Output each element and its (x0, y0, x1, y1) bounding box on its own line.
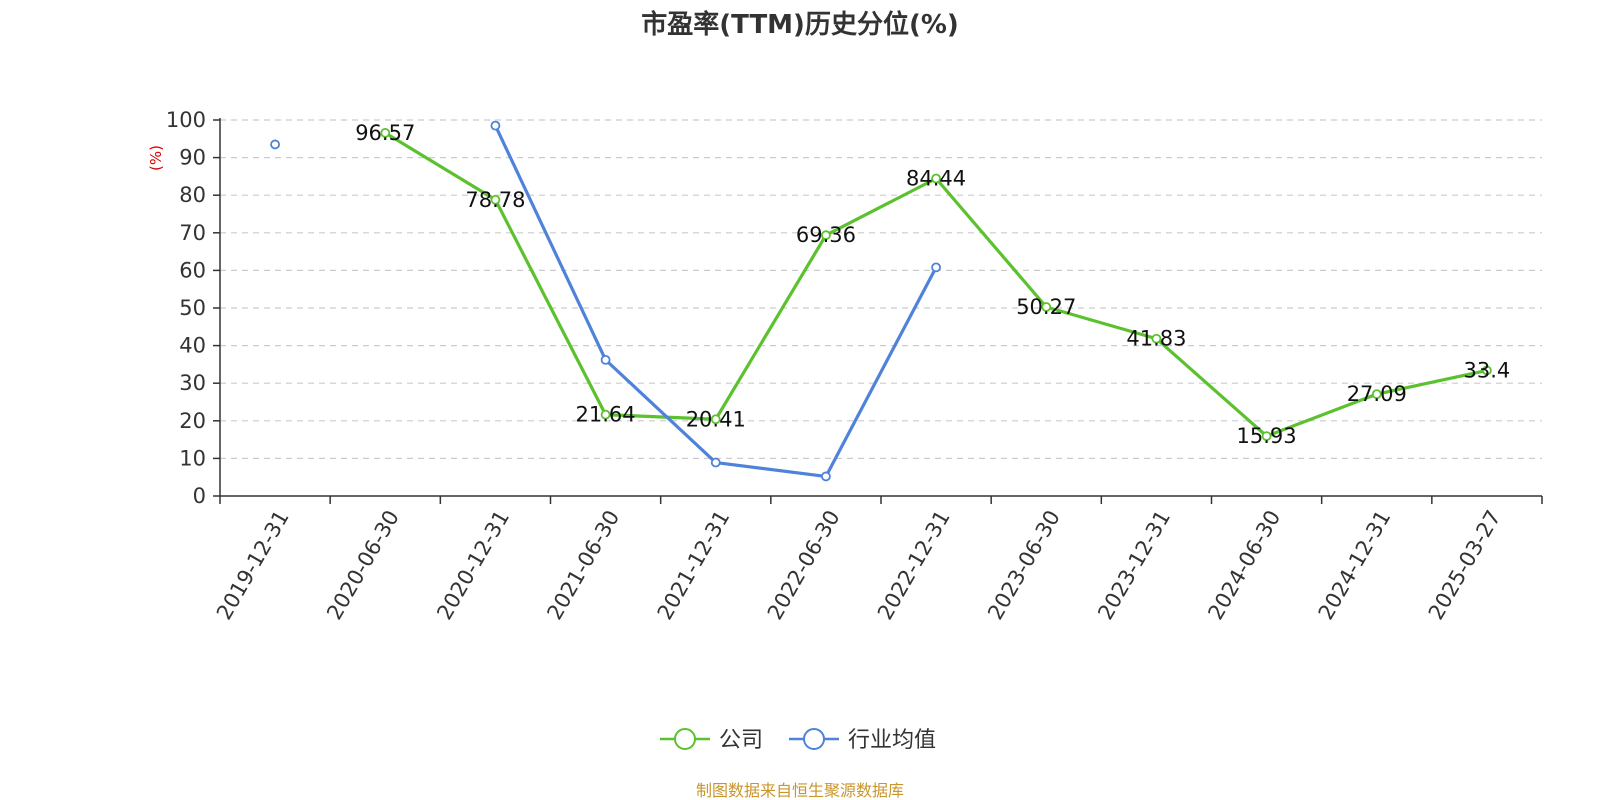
data-label: 15.93 (1237, 424, 1297, 448)
y-tick-label: 40 (179, 334, 206, 358)
data-point (380, 127, 391, 138)
legend[interactable]: 公司 行业均值 (660, 728, 936, 753)
legend-label: 行业均值 (848, 728, 936, 753)
x-tick-label: 2025-03-27 (1424, 506, 1506, 624)
data-point (821, 471, 831, 482)
data-point (600, 409, 611, 420)
x-tick-label: 2024-12-31 (1314, 506, 1396, 624)
data-label: 96.57 (355, 121, 415, 145)
y-tick-label: 10 (179, 446, 206, 470)
y-tick-label: 80 (179, 183, 206, 207)
data-point (490, 120, 501, 131)
data-point (270, 139, 280, 150)
data-point (490, 194, 501, 205)
data-point (710, 414, 721, 425)
data-point (1151, 333, 1162, 344)
data-point (1482, 365, 1492, 376)
y-tick-label: 0 (193, 484, 206, 508)
data-label: 78.78 (465, 188, 525, 212)
x-tick-label: 2020-12-31 (432, 506, 514, 624)
data-label: 20.41 (686, 407, 746, 431)
x-tick-label: 2020-06-30 (322, 506, 404, 624)
data-label: 41.83 (1126, 327, 1186, 351)
grid-lines (220, 119, 1542, 459)
series (270, 120, 1492, 482)
data-label: 33.4 (1464, 358, 1511, 382)
x-tick-label: 2023-12-31 (1093, 506, 1175, 624)
x-tick-label: 2023-06-30 (983, 506, 1065, 624)
y-tick-label: 100 (166, 108, 206, 132)
x-tick-label: 2022-12-31 (873, 506, 955, 624)
legend-marker (803, 728, 825, 750)
data-point (1371, 389, 1382, 400)
data-label: 69.36 (796, 223, 856, 247)
data-label: 84.44 (906, 167, 966, 191)
y-tick-label: 50 (179, 296, 206, 320)
data-label: 27.09 (1347, 382, 1407, 406)
chart-title: 市盈率(TTM)历史分位(%) (641, 9, 959, 40)
data-point (600, 354, 611, 365)
axes: 0 10 20 30 40 50 60 70 80 90 100 2019-12-31 2020-06-… (166, 108, 1543, 624)
legend-item[interactable]: 公司 (660, 728, 763, 753)
x-tick-label: 2022-06-30 (763, 506, 845, 624)
x-tick-label: 2024-06-30 (1203, 506, 1285, 624)
data-point (1261, 431, 1272, 442)
source-note: 制图数据来自恒生聚源数据库 (696, 781, 904, 800)
x-tick-label: 2021-12-31 (653, 506, 735, 624)
x-tick-label: 2021-06-30 (542, 506, 624, 624)
data-point (821, 230, 831, 241)
data-point (931, 262, 941, 273)
y-axis-label: (%) (147, 145, 165, 171)
data-point (931, 173, 941, 184)
legend-marker (674, 728, 696, 750)
data-label: 21.64 (576, 403, 636, 427)
data-label: 50.27 (1016, 295, 1076, 319)
data-labels: 96.57 78.78 21.64 20.41 69.36 84.44 50.27 41.83… (355, 121, 1510, 448)
legend-label: 公司 (719, 728, 763, 753)
y-tick-label: 30 (179, 371, 206, 395)
y-tick-label: 60 (179, 258, 206, 282)
y-tick-label: 20 (179, 409, 206, 433)
data-point (1041, 302, 1052, 312)
data-point (710, 457, 721, 468)
x-tick-label: 2019-12-31 (212, 506, 294, 624)
y-tick-label: 70 (179, 221, 206, 245)
legend-item[interactable]: 行业均值 (789, 728, 936, 753)
y-tick-label: 90 (179, 146, 206, 170)
